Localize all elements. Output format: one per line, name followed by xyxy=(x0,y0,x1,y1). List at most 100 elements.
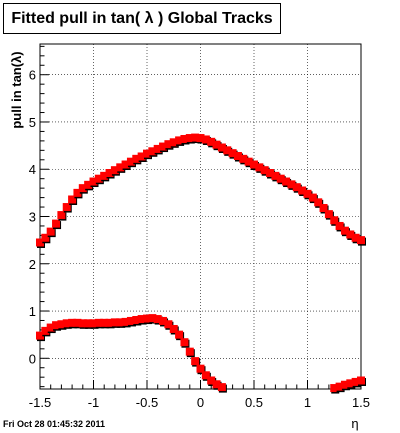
data-point xyxy=(298,186,307,195)
data-point xyxy=(121,160,130,169)
chart-title: Fitted pull in tan( λ ) Global Tracks xyxy=(11,9,273,27)
data-point xyxy=(94,318,103,327)
data-point xyxy=(68,195,77,204)
data-point xyxy=(175,136,184,145)
data-point xyxy=(116,318,125,327)
data-point xyxy=(330,216,339,225)
data-point xyxy=(180,134,189,143)
axis-ticks xyxy=(39,45,362,389)
data-point xyxy=(207,137,216,146)
data-point xyxy=(46,323,55,332)
data-point xyxy=(228,149,237,158)
data-point xyxy=(105,318,114,327)
data-point xyxy=(143,149,151,158)
data-point xyxy=(239,154,248,163)
data-point xyxy=(196,364,205,373)
data-point xyxy=(137,152,146,161)
x-axis-label: η xyxy=(351,416,358,431)
data-point xyxy=(100,318,109,327)
x-tick-label: 0 xyxy=(197,395,204,410)
data-point xyxy=(78,184,87,193)
data-point xyxy=(169,324,178,333)
y-tick-label: 2 xyxy=(29,257,36,272)
data-point xyxy=(212,380,221,389)
x-tick-label: 1.5 xyxy=(352,395,370,410)
data-point xyxy=(255,163,264,172)
data-point xyxy=(185,134,194,143)
data-point xyxy=(212,140,221,149)
data-point xyxy=(148,314,157,323)
x-axis-tick-labels: -1.5 -1 -0.5 0 0.5 1 1.5 xyxy=(29,395,370,410)
data-point xyxy=(41,233,50,242)
y-tick-label: 1 xyxy=(29,304,36,319)
data-point xyxy=(207,376,216,385)
data-point xyxy=(351,377,360,386)
data-point xyxy=(185,347,194,356)
data-point xyxy=(132,154,141,163)
data-point xyxy=(84,180,93,189)
y-tick-label: 3 xyxy=(29,210,36,225)
data-point xyxy=(57,320,66,329)
data-series xyxy=(36,133,366,394)
data-point xyxy=(132,316,141,324)
data-point xyxy=(84,319,93,328)
data-point xyxy=(271,171,280,180)
data-point xyxy=(89,177,98,186)
data-point xyxy=(110,166,119,175)
data-point xyxy=(73,188,82,197)
y-axis-tick-labels: 0 1 2 3 4 5 6 xyxy=(29,68,36,367)
data-point xyxy=(126,316,135,325)
data-point xyxy=(340,380,349,389)
data-point xyxy=(121,317,130,326)
data-point xyxy=(201,371,210,380)
data-point xyxy=(287,180,296,189)
x-tick-label: 0.5 xyxy=(245,395,263,410)
y-tick-label: 5 xyxy=(29,115,36,130)
y-tick-label: 6 xyxy=(29,68,36,83)
data-point xyxy=(244,157,253,166)
y-axis-label: pull in tan(λ) xyxy=(9,51,24,128)
data-point xyxy=(319,203,328,212)
chart-title-box: Fitted pull in tan( λ ) Global Tracks xyxy=(3,3,281,34)
data-point xyxy=(223,146,232,155)
data-point xyxy=(357,376,365,385)
data-point xyxy=(260,166,269,175)
data-point xyxy=(57,211,66,220)
data-point xyxy=(346,379,355,388)
x-tick-label: -1.5 xyxy=(29,395,51,410)
data-point xyxy=(250,160,258,169)
data-point xyxy=(62,319,71,328)
grid xyxy=(40,44,361,389)
data-point xyxy=(266,169,275,178)
x-tick-label: -1 xyxy=(88,395,100,410)
data-point xyxy=(175,330,184,339)
data-point xyxy=(159,316,168,325)
data-point xyxy=(233,152,242,161)
data-point xyxy=(217,383,226,392)
x-tick-label: 1 xyxy=(304,395,311,410)
data-point xyxy=(164,320,173,329)
y-tick-label: 0 xyxy=(29,351,36,366)
data-point xyxy=(191,357,200,366)
data-point xyxy=(153,315,162,324)
y-tick-label: 4 xyxy=(29,162,36,177)
data-point xyxy=(73,318,82,327)
data-point xyxy=(62,203,71,212)
data-point xyxy=(308,193,317,202)
data-point xyxy=(41,326,50,335)
data-point xyxy=(110,318,119,327)
data-point xyxy=(52,321,61,330)
data-point xyxy=(159,142,168,151)
data-point xyxy=(36,238,44,247)
data-point xyxy=(137,315,146,324)
data-point xyxy=(282,177,291,186)
data-point xyxy=(52,219,61,228)
data-point xyxy=(153,144,162,153)
footer-timestamp: Fri Oct 28 01:45:32 2011 xyxy=(3,419,106,429)
data-point xyxy=(78,319,87,328)
data-point xyxy=(148,147,157,156)
data-point xyxy=(105,169,114,178)
data-point xyxy=(330,384,339,393)
data-point xyxy=(314,198,323,207)
